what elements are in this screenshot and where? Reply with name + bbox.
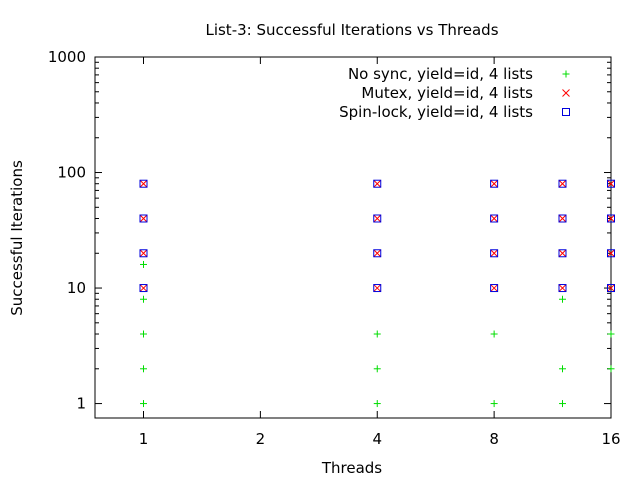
- data-point-square: [373, 214, 382, 223]
- chart-title: List-3: Successful Iterations vs Threads: [205, 21, 498, 39]
- data-point-cross: [490, 214, 498, 223]
- y-tick-label: 100: [57, 164, 86, 182]
- data-point-plus: [373, 365, 381, 373]
- data-point-cross: [490, 249, 498, 258]
- x-tick-label: 2: [256, 430, 266, 448]
- data-point-cross: [139, 214, 148, 223]
- data-point-plus: [490, 400, 498, 408]
- data-point-square: [558, 249, 567, 258]
- data-point-square: [558, 179, 567, 188]
- data-point-cross: [558, 179, 567, 188]
- data-point-plus: [607, 365, 615, 373]
- data-point-plus: [558, 295, 566, 303]
- data-point-plus: [140, 365, 148, 373]
- data-point-square: [558, 284, 567, 293]
- data-point-cross: [607, 284, 615, 292]
- data-point-square: [607, 249, 615, 258]
- x-tick-label: 8: [489, 430, 499, 448]
- data-point-plus: [140, 330, 148, 338]
- data-point-cross: [490, 179, 498, 188]
- data-point-cross: [139, 284, 148, 292]
- data-point-square: [139, 214, 148, 223]
- data-point-cross: [490, 284, 498, 292]
- data-point-plus: [373, 330, 381, 338]
- data-point-square: [490, 179, 499, 188]
- y-tick-label: 1000: [48, 48, 86, 66]
- data-point-plus: [607, 330, 615, 338]
- data-point-square: [607, 214, 615, 223]
- axis-ticks: 1 2 4 8 16 1 10 100 1000: [48, 48, 621, 448]
- data-point-square: [558, 214, 567, 223]
- data-point-cross: [607, 179, 615, 188]
- data-point-square: [139, 179, 148, 188]
- data-point-cross: [558, 284, 567, 292]
- data-points: [139, 179, 615, 408]
- data-point-square: [139, 284, 148, 293]
- data-point-square: [607, 284, 615, 293]
- plot-frame: [94, 56, 612, 419]
- legend-marker-square: [562, 108, 570, 116]
- y-axis-label: Successful Iterations: [8, 160, 26, 316]
- data-point-plus: [558, 400, 566, 408]
- data-point-square: [607, 179, 615, 188]
- legend-entry-label: Mutex, yield=id, 4 lists: [361, 84, 533, 102]
- data-point-square: [490, 249, 499, 258]
- data-point-plus: [373, 400, 381, 408]
- legend-marker-plus: [562, 70, 570, 78]
- y-tick-label: 1: [76, 395, 86, 413]
- data-point-cross: [607, 249, 615, 258]
- data-point-cross: [558, 214, 567, 223]
- data-point-square: [373, 249, 382, 258]
- x-axis-label: Threads: [321, 459, 382, 477]
- x-tick-label: 4: [372, 430, 382, 448]
- data-point-cross: [373, 214, 382, 223]
- data-point-cross: [139, 179, 148, 188]
- data-point-cross: [373, 179, 382, 188]
- data-point-square: [373, 284, 382, 293]
- data-point-square: [139, 249, 148, 258]
- data-point-square: [373, 179, 382, 188]
- x-tick-label: 1: [139, 430, 149, 448]
- legend-entry-label: Spin-lock, yield=id, 4 lists: [339, 103, 533, 121]
- legend-entry-label: No sync, yield=id, 4 lists: [348, 65, 533, 83]
- data-point-cross: [373, 249, 382, 258]
- data-point-plus: [140, 295, 148, 303]
- data-point-square: [490, 214, 499, 223]
- data-point-plus: [140, 400, 148, 408]
- data-point-plus: [140, 260, 148, 268]
- data-point-cross: [558, 249, 567, 258]
- data-point-plus: [490, 330, 498, 338]
- data-point-square: [490, 284, 499, 293]
- legend-marker-cross: [562, 89, 570, 97]
- x-tick-label: 16: [601, 430, 620, 448]
- data-point-plus: [558, 365, 566, 373]
- data-point-cross: [139, 249, 148, 258]
- data-point-cross: [607, 214, 615, 223]
- data-point-cross: [373, 284, 382, 292]
- y-tick-label: 10: [67, 279, 86, 297]
